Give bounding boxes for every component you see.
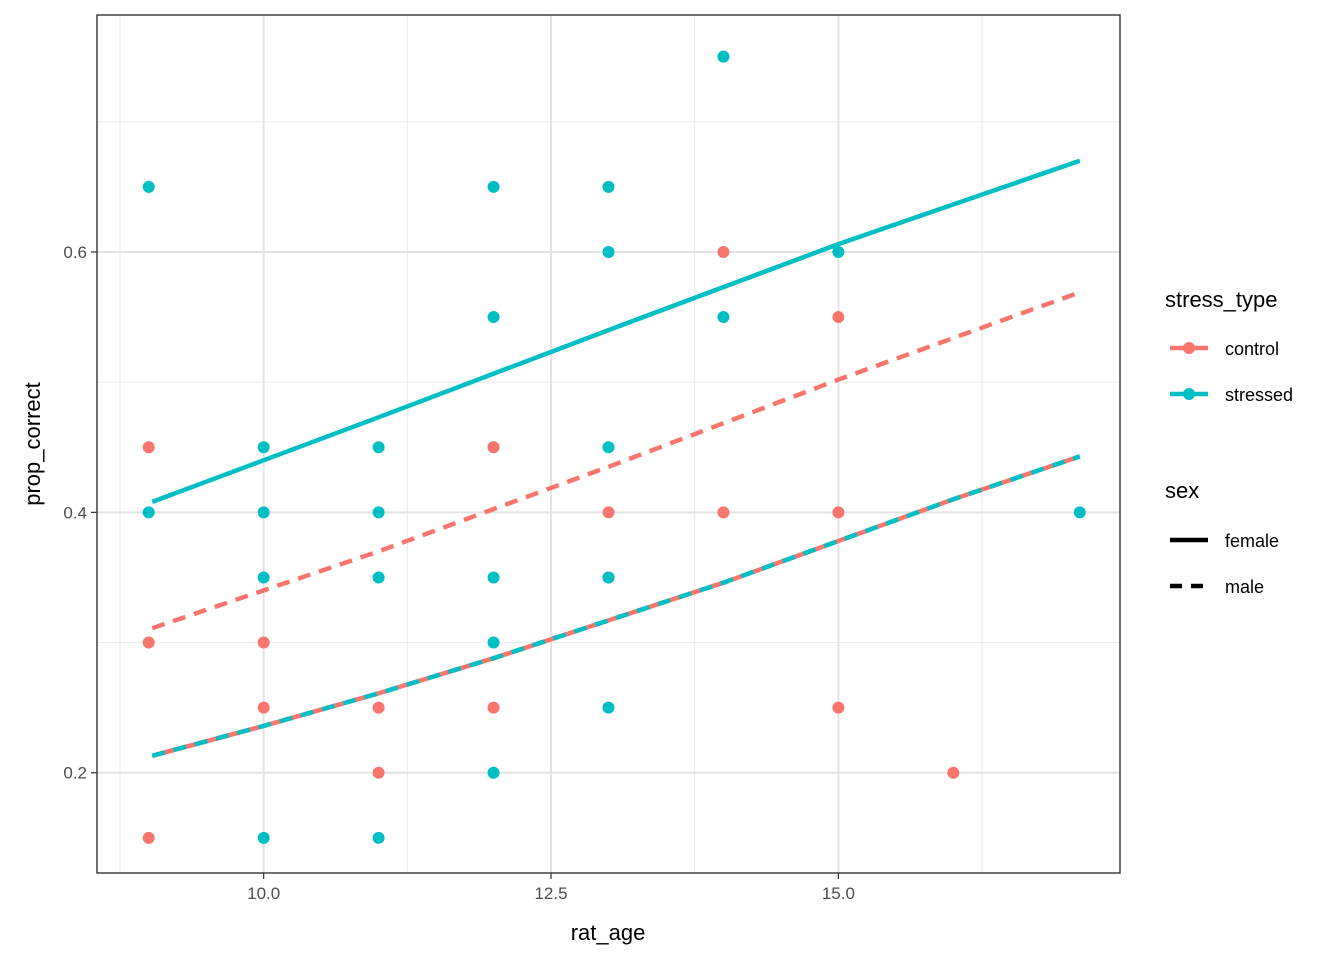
control-point [372, 766, 385, 779]
control-point [832, 311, 845, 324]
control-point [142, 636, 155, 649]
control-point [832, 506, 845, 519]
y-axis-title: prop_correct [20, 382, 45, 506]
y-tick-label: 0.2 [63, 764, 87, 783]
legend-label-female: female [1225, 531, 1279, 551]
stressed-point [602, 245, 615, 258]
stressed-point [717, 311, 730, 324]
control-point [832, 701, 845, 714]
stressed-point [717, 50, 730, 63]
control-point [717, 245, 730, 258]
stressed-female-trend-line [151, 158, 1081, 505]
legend-key-point [1183, 388, 1195, 400]
control-point [142, 831, 155, 844]
trend-lines [151, 158, 1081, 758]
stressed-point [602, 571, 615, 584]
stressed-point [372, 571, 385, 584]
stressed-male-trend-line [151, 454, 1081, 758]
stressed-point [487, 311, 500, 324]
minor-gridlines [97, 15, 1120, 873]
stressed-point [257, 571, 270, 584]
control-point [602, 506, 615, 519]
stressed-point [142, 180, 155, 193]
stressed-point [602, 180, 615, 193]
stressed-point [372, 441, 385, 454]
y-tick-label: 0.4 [63, 503, 87, 522]
control-point [717, 506, 730, 519]
control-point [372, 701, 385, 714]
legend-label-male: male [1225, 577, 1264, 597]
control-point [487, 701, 500, 714]
plot-border [96, 14, 1121, 874]
stressed-point [372, 506, 385, 519]
y-axis: 0.2 0.4 0.6 [63, 243, 97, 783]
stressed-point [487, 636, 500, 649]
stressed-point [487, 180, 500, 193]
data-points [142, 50, 1086, 844]
stressed-point [257, 506, 270, 519]
legend-title: stress_type [1165, 287, 1278, 312]
control-male-trend-line [151, 290, 1081, 631]
stressed-point [487, 766, 500, 779]
legend-title: sex [1165, 478, 1199, 503]
x-tick-label: 12.5 [534, 884, 567, 903]
legend-key-point [1183, 342, 1195, 354]
stressed-point [1073, 506, 1086, 519]
stressed-point [372, 831, 385, 844]
stressed-point [832, 245, 845, 258]
x-tick-label: 10.0 [247, 884, 280, 903]
legend-label-stressed: stressed [1225, 385, 1293, 405]
legend-label-control: control [1225, 339, 1279, 359]
control-point [487, 441, 500, 454]
x-axis-title: rat_age [571, 920, 646, 945]
control-point [142, 441, 155, 454]
stressed-point [602, 701, 615, 714]
control-point [257, 701, 270, 714]
control-point [257, 636, 270, 649]
x-tick-label: 15.0 [822, 884, 855, 903]
y-tick-label: 0.6 [63, 243, 87, 262]
stressed-point [602, 441, 615, 454]
stressed-point [142, 506, 155, 519]
x-axis: 10.0 12.5 15.0 [247, 873, 855, 903]
stressed-point [257, 441, 270, 454]
stressed-point [487, 571, 500, 584]
control-point [947, 766, 960, 779]
stressed-point [257, 831, 270, 844]
